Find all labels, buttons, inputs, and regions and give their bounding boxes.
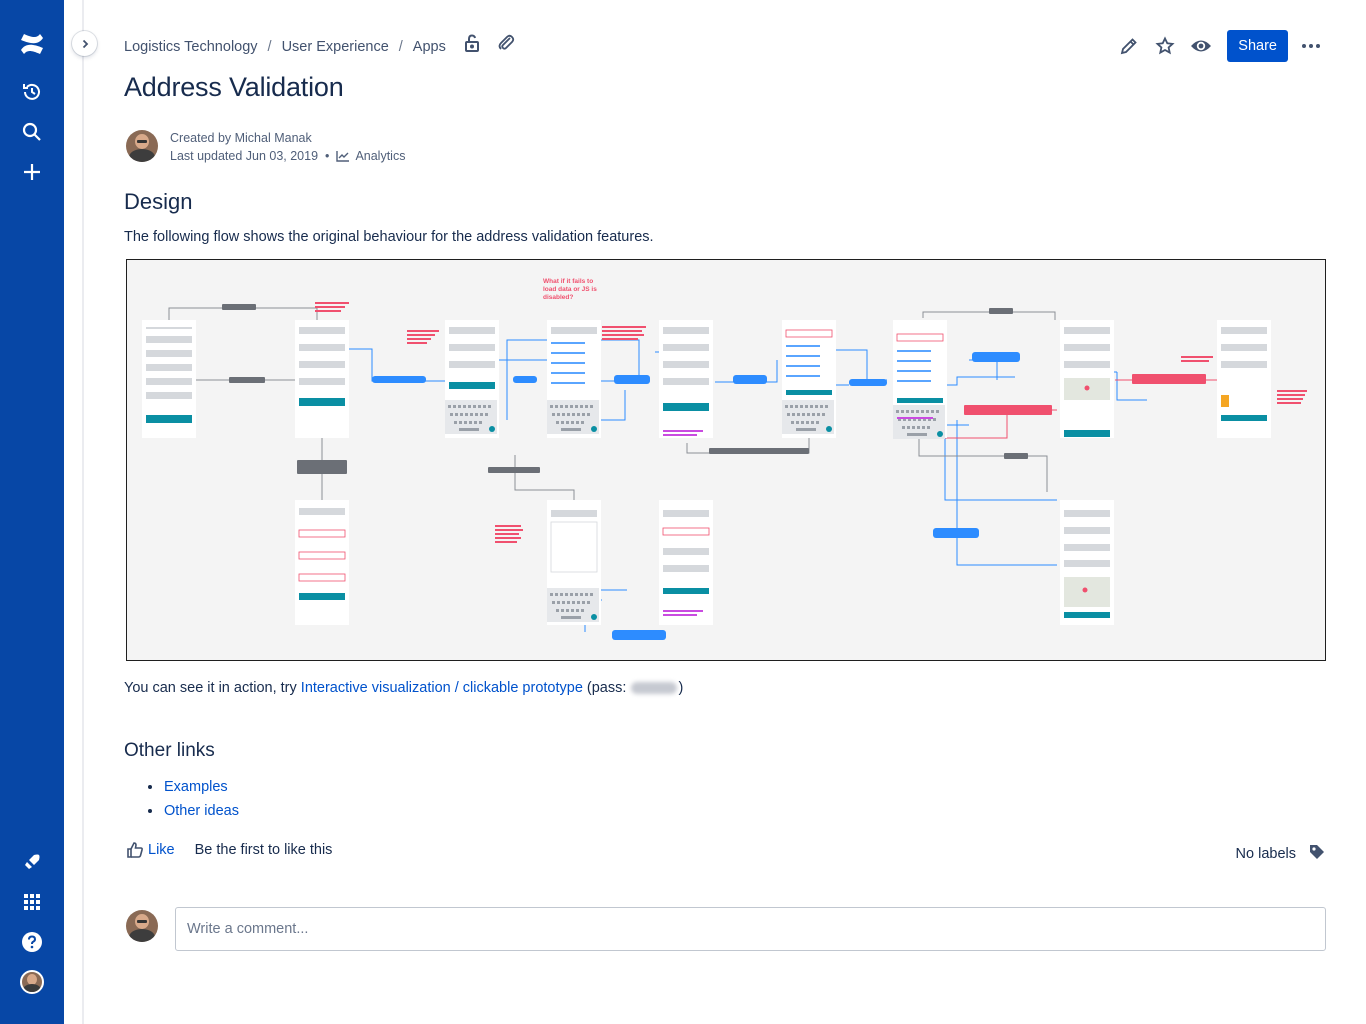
no-labels-text: No labels	[1235, 846, 1296, 862]
profile-avatar[interactable]	[12, 962, 52, 1002]
breadcrumb-item-user-experience[interactable]: User Experience	[281, 39, 389, 55]
prototype-text-prefix: You can see it in action, try	[124, 680, 301, 696]
like-row: Like Be the first to like this	[126, 841, 332, 859]
list-item: Examples	[148, 775, 239, 799]
like-label: Like	[148, 842, 175, 858]
labels-area: No labels	[1236, 843, 1326, 865]
flow-question-note: What if it fails to load data or JS is d…	[543, 278, 597, 301]
design-description: The following flow shows the original be…	[124, 229, 654, 245]
confluence-logo-icon[interactable]	[12, 24, 52, 64]
share-button[interactable]: Share	[1227, 30, 1288, 62]
breadcrumb-item-logistics-technology[interactable]: Logistics Technology	[124, 39, 258, 55]
other-ideas-link[interactable]: Other ideas	[164, 803, 239, 819]
list-item: Other ideas	[148, 799, 239, 823]
byline: Created by Michal Manak Last updated Jun…	[170, 129, 405, 165]
breadcrumb: Logistics Technology / User Experience /…	[124, 37, 446, 57]
flow-diagram: What if it fails to load data or JS is d…	[142, 278, 1307, 640]
app-switcher-icon[interactable]	[12, 882, 52, 922]
flow-notes	[315, 302, 1307, 543]
expand-sidebar-button[interactable]	[72, 31, 97, 56]
prototype-link[interactable]: Interactive visualization / clickable pr…	[300, 680, 583, 696]
design-heading: Design	[124, 189, 193, 214]
search-icon[interactable]	[12, 112, 52, 152]
comment-placeholder: Write a comment...	[187, 921, 309, 937]
commenter-avatar	[126, 910, 158, 942]
pass-text-close: )	[678, 680, 684, 696]
last-updated[interactable]: Last updated Jun 03, 2019	[170, 149, 319, 163]
pass-text-open: (pass:	[582, 680, 631, 696]
page-meta-icons	[462, 33, 516, 58]
create-icon[interactable]	[12, 152, 52, 192]
page-title: Address Validation	[124, 72, 344, 102]
redacted-password	[631, 682, 678, 694]
address-validation-flow-image[interactable]: What if it fails to load data or JS is d…	[126, 259, 1326, 661]
recent-icon[interactable]	[12, 72, 52, 112]
feedback-icon[interactable]	[12, 842, 52, 882]
byline-separator: •	[325, 149, 330, 163]
mockup-screens	[142, 320, 1271, 625]
flow-annotations	[222, 304, 1206, 640]
created-by[interactable]: Created by Michal Manak	[170, 131, 312, 145]
sidebar-collapsed	[64, 0, 84, 1024]
attachment-icon[interactable]	[496, 33, 516, 58]
prototype-paragraph: You can see it in action, try Interactiv…	[124, 680, 683, 696]
other-links-heading: Other links	[124, 740, 215, 761]
like-status-text: Be the first to like this	[194, 842, 333, 858]
analytics-link[interactable]: Analytics	[336, 147, 405, 165]
global-navigation	[0, 0, 64, 1024]
breadcrumb-separator: /	[267, 39, 272, 55]
comment-input[interactable]: Write a comment...	[175, 907, 1326, 951]
chevron-right-icon	[82, 39, 88, 48]
analytics-icon	[336, 151, 350, 162]
help-icon[interactable]	[12, 922, 52, 962]
breadcrumb-item-apps[interactable]: Apps	[412, 39, 446, 55]
breadcrumb-separator: /	[398, 39, 403, 55]
edit-icon[interactable]	[1117, 34, 1141, 58]
analytics-label: Analytics	[355, 149, 406, 163]
other-links-list: Examples Other ideas	[148, 775, 239, 823]
tag-icon[interactable]	[1308, 843, 1326, 865]
star-icon[interactable]	[1153, 34, 1177, 58]
unlock-icon[interactable]	[462, 33, 482, 58]
watch-icon[interactable]	[1189, 34, 1213, 58]
page-actions: Share	[1117, 30, 1320, 62]
examples-link[interactable]: Examples	[164, 779, 228, 795]
thumbs-up-icon	[127, 842, 143, 858]
like-button[interactable]: Like	[126, 841, 175, 859]
more-icon[interactable]	[1302, 44, 1320, 48]
author-avatar[interactable]	[126, 130, 158, 162]
